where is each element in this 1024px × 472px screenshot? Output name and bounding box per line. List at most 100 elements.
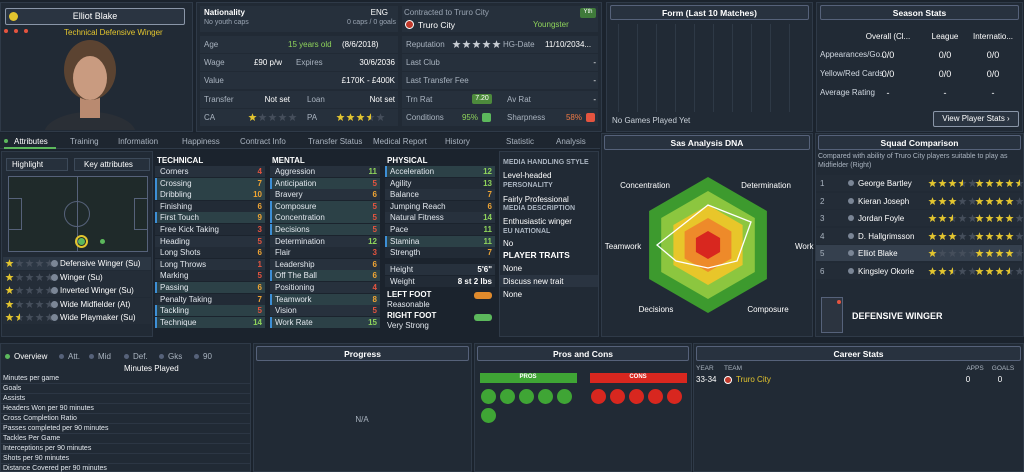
attribute-row bbox=[385, 224, 495, 235]
star-rating bbox=[928, 196, 977, 205]
rank: 1 bbox=[820, 179, 825, 188]
detail-value: - bbox=[593, 95, 596, 104]
tab[interactable]: History bbox=[445, 137, 470, 146]
role-name[interactable]: Winger (Su) bbox=[60, 272, 103, 282]
attribute-row bbox=[270, 258, 380, 270]
player-name[interactable]: Kingsley Okorie bbox=[858, 266, 915, 276]
star-empty bbox=[958, 249, 967, 257]
discuss-button[interactable] bbox=[500, 275, 598, 287]
form-gridline bbox=[637, 24, 638, 112]
player-name[interactable]: Elliot Blake bbox=[858, 249, 898, 258]
detail-value: (8/6/2018) bbox=[342, 40, 379, 49]
dropdown-label[interactable]: Highlight bbox=[12, 160, 44, 169]
star bbox=[975, 179, 984, 187]
player-name[interactable]: D. Hallgrimsson bbox=[858, 231, 915, 241]
tab[interactable]: Transfer Status bbox=[308, 137, 363, 146]
column-header: APPS bbox=[966, 365, 984, 372]
key-dropdown[interactable] bbox=[74, 158, 150, 171]
dna-axis-label: Composure bbox=[747, 305, 789, 314]
tab[interactable]: Analysis bbox=[556, 137, 586, 146]
stat-label: Goals bbox=[3, 385, 22, 392]
detail-row bbox=[402, 109, 598, 126]
attribute-name: Aggression bbox=[275, 167, 316, 176]
star bbox=[462, 40, 471, 48]
dropdown-label[interactable]: Key attributes bbox=[84, 160, 133, 169]
squad-row bbox=[816, 192, 1022, 209]
star-rating bbox=[5, 299, 54, 308]
star bbox=[1005, 196, 1014, 205]
tab[interactable]: Happiness bbox=[182, 137, 220, 146]
dna-axis-label: Decisions bbox=[638, 305, 674, 314]
info-icon bbox=[51, 314, 58, 321]
player-name[interactable]: George Bartley bbox=[858, 179, 912, 188]
player-name[interactable]: Kieran Joseph bbox=[858, 196, 910, 206]
star bbox=[995, 266, 1004, 275]
star-empty bbox=[15, 272, 24, 281]
pro-icon bbox=[557, 389, 572, 404]
media-text[interactable]: Discuss new trait bbox=[503, 277, 564, 286]
career-team[interactable]: Truro City bbox=[736, 375, 771, 384]
detail-label: Value bbox=[204, 76, 224, 85]
detail-row bbox=[200, 36, 398, 53]
dot bbox=[4, 29, 8, 33]
star-empty bbox=[25, 272, 34, 281]
subtitle: Minutes Played bbox=[124, 364, 179, 373]
star-rating bbox=[5, 286, 54, 294]
star-rating bbox=[928, 249, 977, 257]
star-rating bbox=[928, 179, 977, 187]
highlight-dropdown[interactable] bbox=[6, 158, 68, 171]
detail-label: Transfer bbox=[204, 95, 234, 104]
star-empty bbox=[1015, 266, 1024, 275]
attribute-value: 6 bbox=[257, 283, 262, 292]
star bbox=[975, 249, 984, 257]
attribute-name: Stamina bbox=[390, 236, 420, 246]
progress-header-title: Progress bbox=[344, 349, 381, 359]
stat-row bbox=[1, 444, 250, 454]
attribute-row bbox=[155, 258, 265, 270]
tab[interactable]: Medical Report bbox=[373, 137, 427, 146]
role-name[interactable]: Inverted Winger (Su) bbox=[60, 286, 134, 295]
attribute-name: Passing bbox=[160, 283, 189, 292]
foot-label: LEFT FOOT bbox=[387, 290, 432, 299]
view-stats-button[interactable] bbox=[933, 111, 1019, 127]
tab[interactable]: Statistic bbox=[506, 137, 535, 146]
nationality-row bbox=[200, 6, 398, 32]
role-name[interactable]: Wide Playmaker (Su) bbox=[60, 313, 136, 322]
overview-tab[interactable]: Mid bbox=[98, 352, 111, 361]
player-name[interactable]: Jordan Foyle bbox=[858, 214, 905, 223]
attribute-row bbox=[155, 316, 265, 328]
star-rating bbox=[975, 266, 1024, 275]
star bbox=[938, 231, 947, 240]
star bbox=[985, 179, 994, 187]
active-dot bbox=[4, 139, 8, 143]
person-icon bbox=[848, 215, 854, 221]
detail-label: Age bbox=[204, 40, 219, 49]
overview-tab[interactable]: 90 bbox=[203, 352, 212, 361]
overview-tab[interactable]: Overview bbox=[14, 352, 48, 361]
position-dot bbox=[78, 238, 85, 245]
overview-tab[interactable]: Def. bbox=[133, 352, 148, 361]
detail-label: Conditions bbox=[406, 113, 444, 122]
tab[interactable]: Training bbox=[70, 137, 99, 146]
role-row bbox=[3, 284, 151, 297]
role-name[interactable]: Defensive Winger (Su) bbox=[60, 259, 141, 268]
season-panel bbox=[816, 2, 1023, 132]
attribute-name: Long Shots bbox=[160, 248, 201, 258]
overview-tab[interactable]: Att. bbox=[68, 352, 81, 361]
detail-label: Last Transfer Fee bbox=[406, 76, 469, 85]
tab[interactable]: Contract Info bbox=[240, 137, 286, 146]
squad-row bbox=[816, 245, 1022, 261]
stat-value: 0/0 bbox=[986, 69, 1000, 79]
button-label[interactable]: View Player Stats › bbox=[942, 114, 1010, 123]
attribute-name: Heading bbox=[160, 236, 190, 246]
overview-tab[interactable]: Gks bbox=[168, 352, 183, 361]
tab[interactable]: Attributes bbox=[14, 137, 48, 146]
star bbox=[928, 214, 937, 222]
attribute-row bbox=[270, 270, 380, 282]
detail-label: Wage bbox=[204, 58, 225, 67]
role-name[interactable]: Wide Midfielder (At) bbox=[60, 299, 131, 309]
career-panel bbox=[693, 343, 1024, 472]
tab[interactable]: Information bbox=[118, 137, 159, 146]
attribute-name: Concentration bbox=[275, 213, 325, 223]
attribute-row bbox=[385, 166, 495, 177]
